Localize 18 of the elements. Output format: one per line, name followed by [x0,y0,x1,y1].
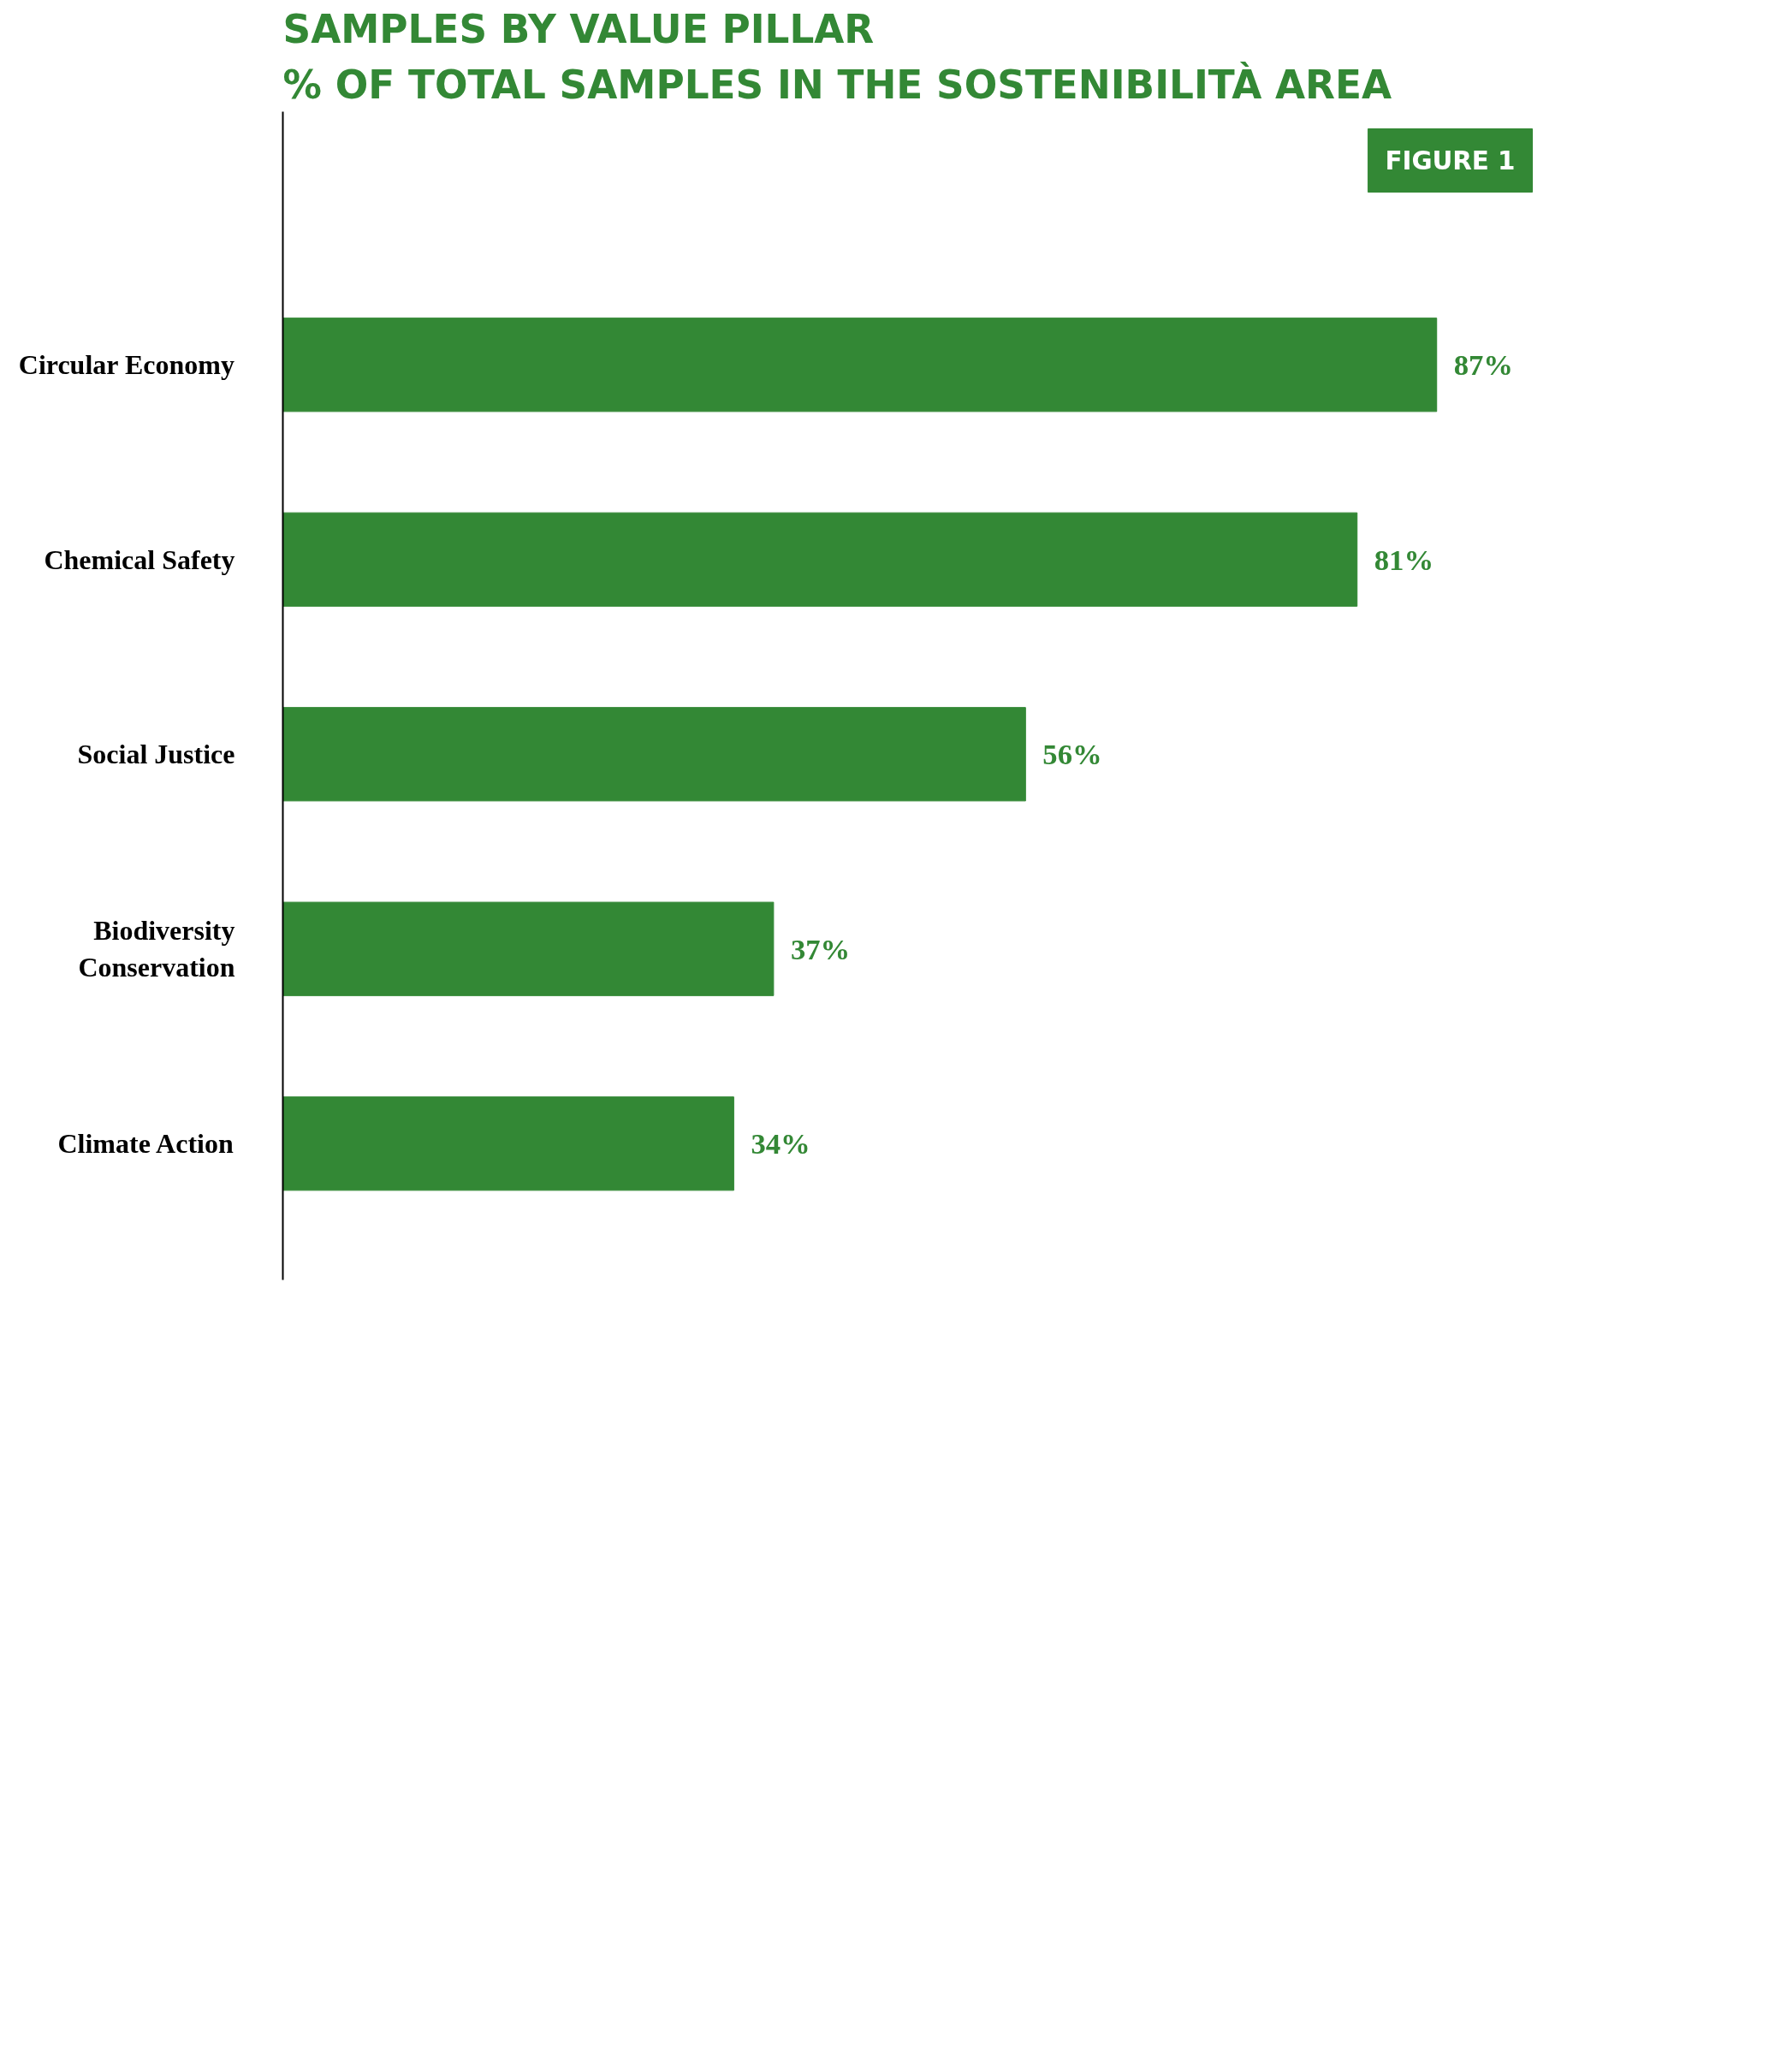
chart-subtitle: % OF TOTAL SAMPLES IN THE SOSTENIBILITÀ AREA [282,61,1392,108]
chart-title: SAMPLES BY VALUE PILLAR [282,6,875,52]
bar [282,512,1358,607]
bar [282,318,1438,413]
bar [282,1096,734,1191]
y-tick-label: Circular Economy [18,349,234,381]
annotation: FIGURE 1 [1385,145,1516,175]
y-tick-label: Social Justice [77,739,235,770]
y-tick-label: Climate Action [57,1128,234,1160]
data-label: 81% [1374,543,1434,576]
y-tick-label: Chemical Safety [44,543,235,575]
bar [282,901,775,996]
data-label: 87% [1453,348,1514,382]
bar [282,707,1026,802]
data-label: 56% [1042,738,1102,771]
data-label: 34% [751,1127,810,1161]
data-label: 37% [790,932,851,965]
y-tick-label: Biodiversity Conservation [78,915,235,983]
